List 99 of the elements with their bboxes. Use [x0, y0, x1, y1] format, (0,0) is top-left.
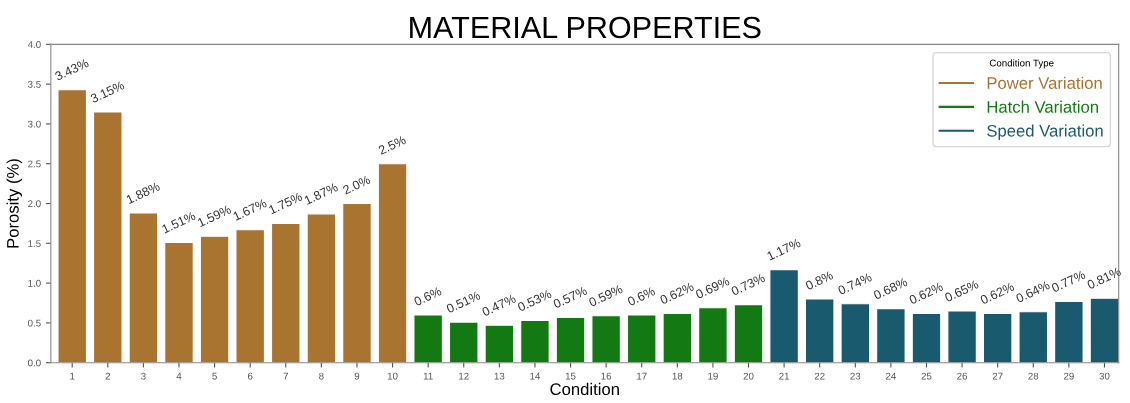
x-tick-label: 10 [387, 372, 398, 380]
x-tick-label: 5 [212, 372, 217, 380]
data-label: 1.88% [125, 181, 161, 205]
y-tick-label: 0.5 [27, 319, 41, 327]
y-tick-label: 1.5 [28, 240, 41, 247]
x-tick-label: 21 [779, 372, 790, 380]
bar [1054, 300, 1084, 363]
bar [591, 315, 621, 363]
x-tick-label: 22 [814, 372, 825, 380]
bar [93, 111, 123, 363]
x-tick-label: 16 [601, 372, 612, 380]
bar [840, 303, 871, 363]
y-tick-label: 0.0 [27, 359, 41, 367]
data-label: 0.81% [1086, 266, 1122, 290]
y-tick-label: 2.5 [28, 160, 41, 168]
data-label: 0.74% [837, 272, 873, 295]
x-tick-label: 23 [850, 372, 861, 380]
data-label: 0.73% [730, 273, 766, 296]
x-tick-label: 1 [70, 372, 75, 380]
bar [164, 241, 194, 363]
bar [804, 298, 835, 363]
bar [626, 314, 657, 363]
bar [413, 314, 443, 363]
data-label: 1.75% [268, 192, 303, 215]
data-label: 0.69% [694, 276, 730, 299]
bar [128, 212, 159, 363]
bar [911, 312, 942, 363]
bar [448, 321, 479, 363]
data-label: 2.0% [342, 175, 371, 195]
y-tick-label: 3.0 [27, 120, 41, 128]
y-tick-label: 2.0 [28, 200, 41, 208]
data-label: 1.59% [197, 204, 232, 228]
x-tick-label: 2 [105, 372, 111, 380]
x-tick-label: 28 [1028, 372, 1039, 380]
legend-label: Hatch Variation [987, 100, 1098, 113]
data-label: 0.6% [626, 286, 656, 307]
x-tick-label: 12 [459, 372, 469, 380]
x-tick-label: 4 [176, 372, 182, 380]
legend-label: Speed Variation [987, 124, 1103, 140]
x-tick-label: 29 [1063, 372, 1074, 380]
x-tick-label: 20 [743, 372, 754, 380]
x-tick-label: 18 [672, 372, 683, 380]
data-label: 0.68% [872, 277, 908, 300]
x-tick-label: 27 [992, 372, 1003, 380]
x-tick-label: 11 [423, 372, 433, 380]
x-tick-label: 26 [957, 372, 968, 380]
chart-title: MATERIAL PROPERTIES [410, 16, 761, 39]
y-tick-label: 3.5 [27, 80, 41, 88]
bar [876, 308, 906, 363]
data-label: 0.62% [908, 281, 944, 305]
bar [270, 222, 301, 363]
bar [698, 307, 728, 363]
data-label: 0.6% [413, 286, 443, 307]
bar [769, 269, 799, 363]
x-tick-label: 7 [283, 372, 288, 380]
data-label: 0.59% [588, 284, 624, 307]
data-label: 2.5% [377, 135, 407, 155]
data-label: 0.8% [804, 270, 834, 291]
data-label: 0.62% [659, 281, 695, 305]
data-label: 3.43% [54, 58, 90, 81]
bar [662, 312, 693, 363]
x-tick-label: 30 [1099, 372, 1110, 380]
bar [342, 202, 372, 363]
x-tick-label: 9 [354, 372, 360, 380]
bar [982, 312, 1013, 363]
data-label: 0.77% [1050, 269, 1086, 293]
data-label: 0.62% [979, 281, 1015, 305]
x-tick-label: 24 [885, 372, 897, 380]
x-tick-label: 8 [319, 372, 324, 380]
data-label: 0.47% [481, 293, 517, 317]
data-label: 0.53% [517, 289, 553, 312]
legend-title: Condition Type [989, 59, 1054, 69]
bar [555, 316, 586, 363]
x-tick-label: 17 [637, 372, 647, 380]
x-tick-label: 15 [565, 372, 576, 380]
y-tick-label: 1.0 [28, 279, 41, 287]
y-axis-title: Porosity (%) [6, 159, 23, 248]
bar [235, 229, 265, 363]
data-label: 0.64% [1015, 280, 1051, 303]
x-tick-label: 19 [708, 372, 718, 380]
x-tick-label: 6 [247, 372, 253, 380]
bar [520, 319, 550, 363]
x-axis-title: Condition [550, 382, 619, 396]
x-tick-label: 3 [141, 372, 146, 380]
bar [306, 213, 337, 363]
bar [484, 324, 515, 363]
y-tick-label: 4.0 [27, 41, 41, 48]
bar [733, 304, 764, 363]
bar [57, 89, 88, 363]
legend-label: Power Variation [987, 76, 1102, 89]
data-label: 0.57% [552, 285, 588, 309]
bar [199, 235, 230, 363]
bar [1018, 311, 1049, 363]
bar [1089, 297, 1119, 363]
bar [377, 163, 408, 363]
x-tick-label: 14 [530, 372, 541, 380]
x-tick-label: 25 [921, 372, 932, 380]
x-tick-label: 13 [494, 372, 505, 380]
bar [947, 310, 977, 363]
